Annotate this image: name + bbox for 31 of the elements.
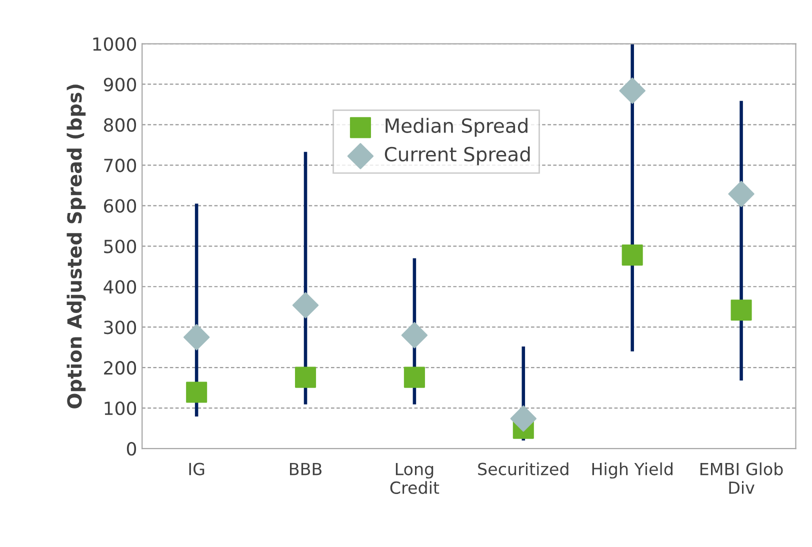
point [183, 324, 210, 350]
point [295, 366, 316, 388]
point [622, 244, 643, 266]
x-tick-label: Securitized [478, 462, 568, 476]
y-tick-label: 700 [104, 158, 136, 172]
x-tick-label: IG [189, 462, 204, 476]
x-tick-label: EMBI Glob Div [700, 462, 783, 494]
y-tick-label: 500 [104, 240, 136, 254]
y-tick-label: 0 [126, 442, 136, 456]
point [619, 78, 646, 104]
point [728, 180, 754, 208]
point [404, 366, 425, 388]
y-axis-title: Option Adjusted Spread (bps) [66, 84, 86, 408]
x-tick-label: High Yield [592, 462, 672, 479]
y-tick-label: 100 [104, 402, 136, 416]
y-tick-label: 400 [104, 280, 136, 294]
y-tick-label: 800 [104, 118, 136, 132]
x-tick-label: Long Credit [390, 462, 440, 494]
point [510, 405, 537, 432]
y-tick-label: 200 [104, 361, 136, 375]
point [730, 300, 752, 321]
point [186, 382, 208, 403]
y-tick-label: 900 [104, 78, 136, 92]
legend-label: Current Spread [384, 146, 530, 166]
x-tick-label: BBB [290, 462, 322, 476]
legend-label: Median Spread [386, 118, 528, 137]
y-tick-label: 600 [104, 199, 136, 213]
y-tick-label: 1000 [93, 37, 136, 51]
y-tick-label: 300 [104, 320, 136, 334]
point [401, 322, 428, 348]
point [292, 292, 319, 318]
